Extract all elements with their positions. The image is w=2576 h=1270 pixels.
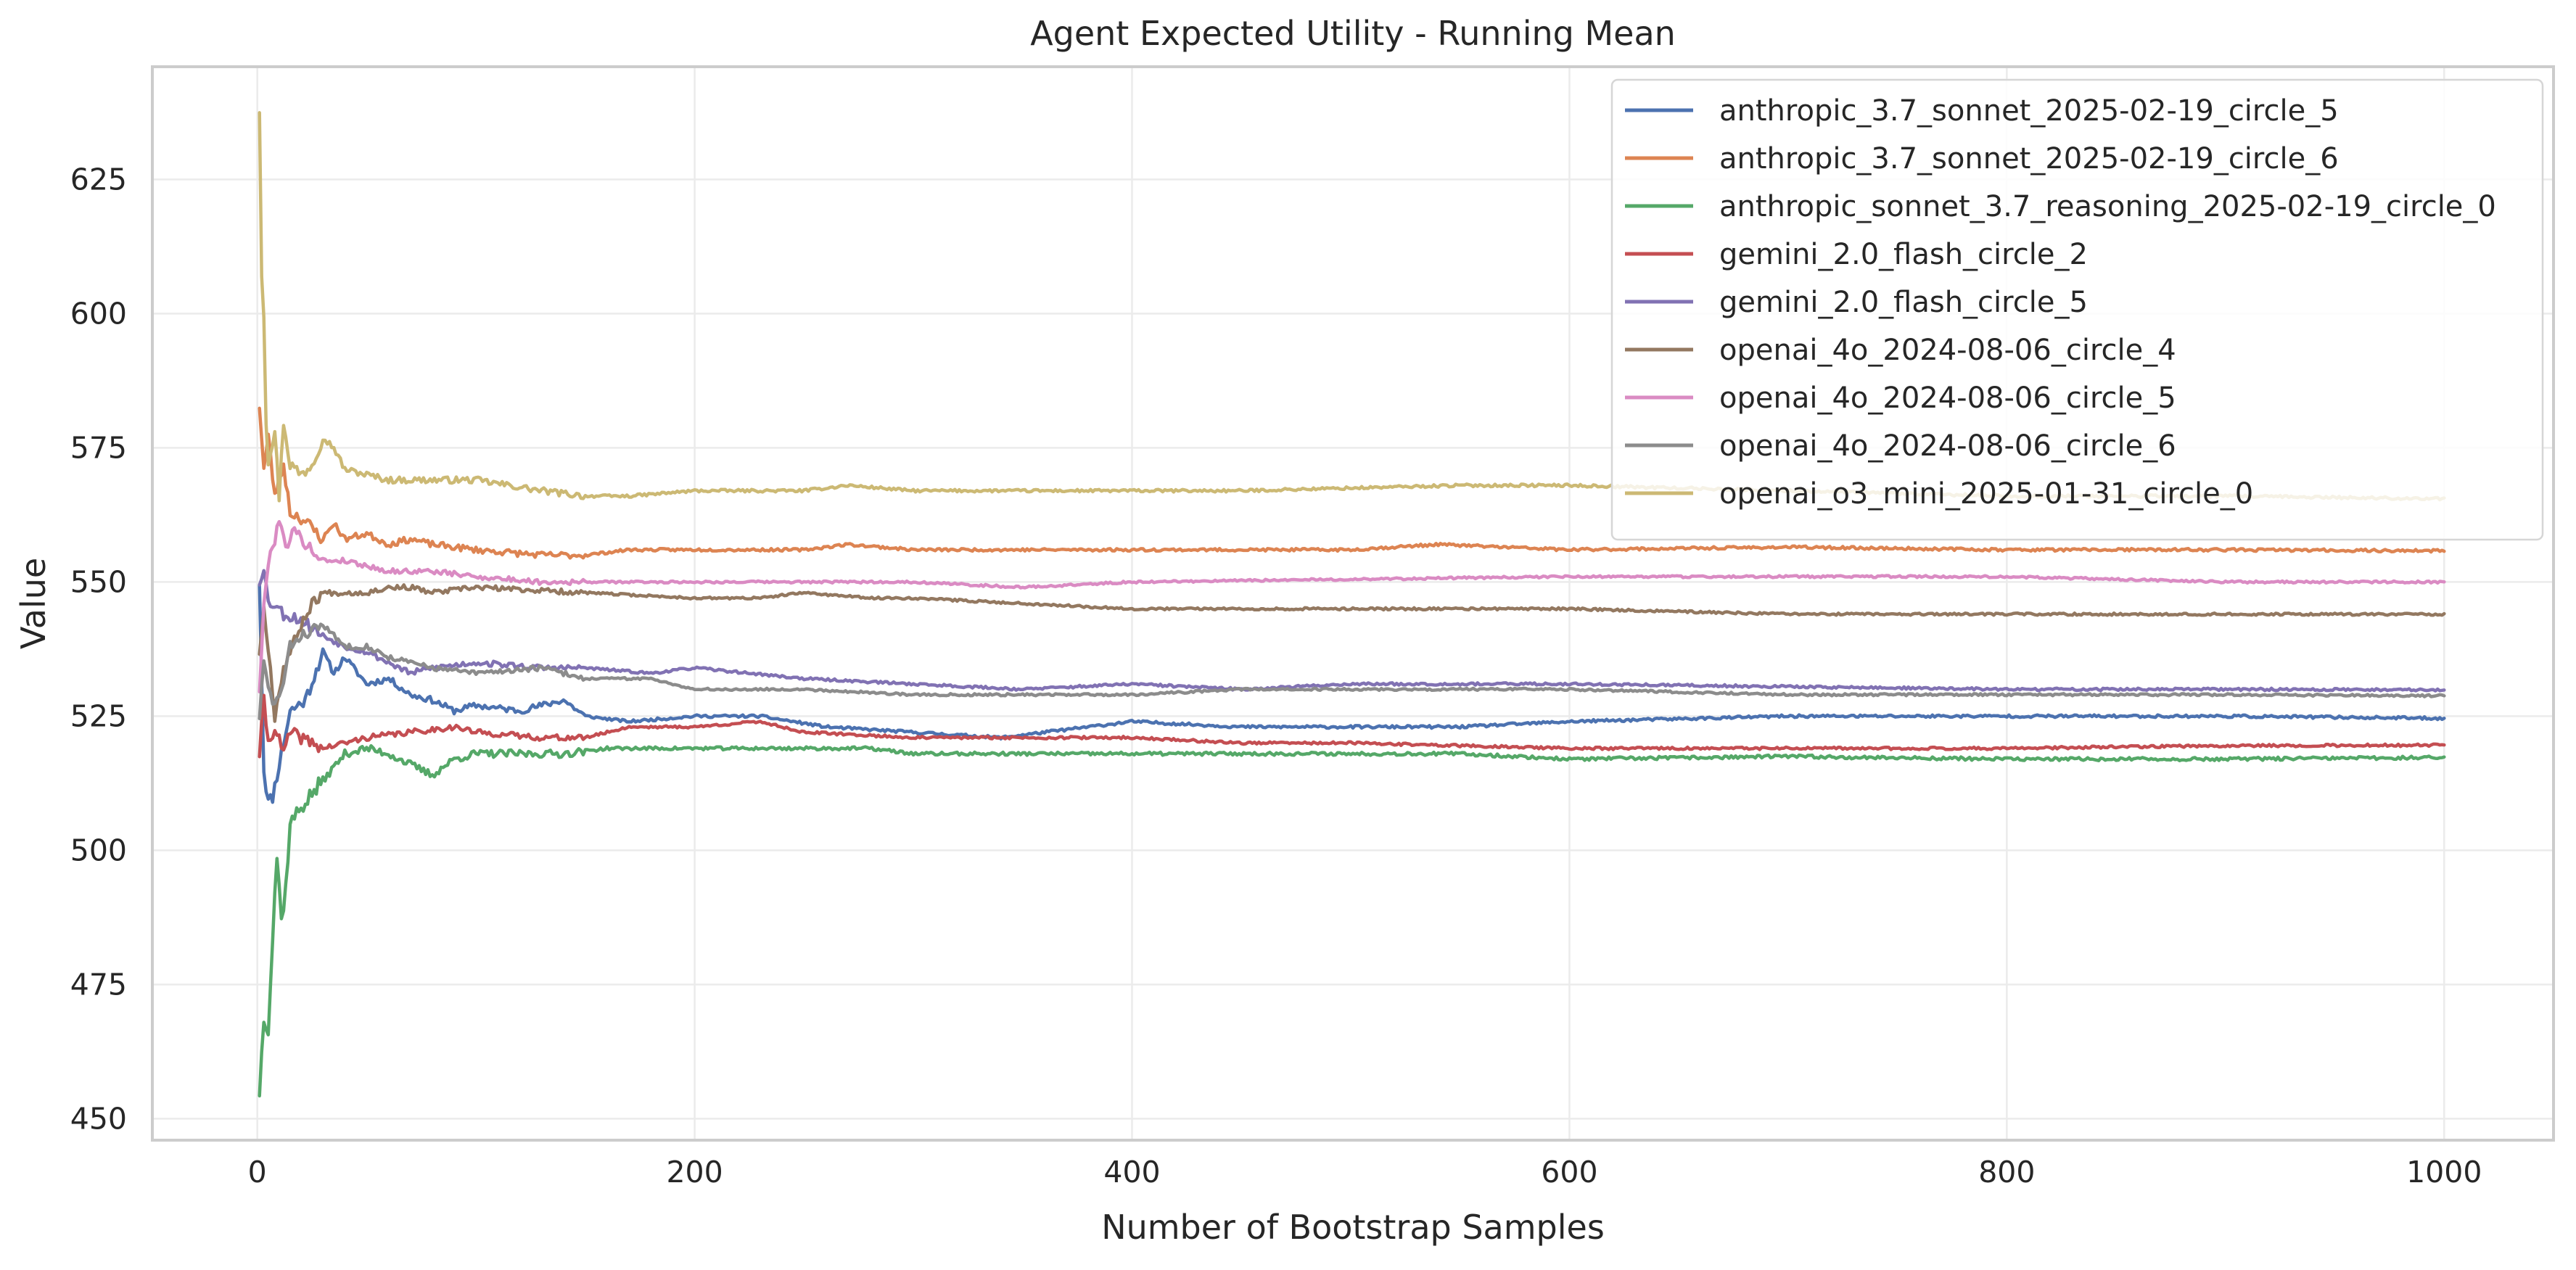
legend-label: gemini_2.0_flash_circle_5 xyxy=(1719,286,2088,319)
plot-frame xyxy=(151,65,2555,1142)
x-tick-label: 400 xyxy=(1103,1155,1160,1189)
x-tick-label: 200 xyxy=(666,1155,723,1189)
y-tick-label: 550 xyxy=(70,564,127,599)
legend-label: anthropic_3.7_sonnet_2025-02-19_circle_6 xyxy=(1719,142,2339,176)
x-axis-label: Number of Bootstrap Samples xyxy=(1101,1208,1605,1247)
legend-label: openai_4o_2024-08-06_circle_6 xyxy=(1719,429,2176,463)
series-line xyxy=(258,583,2446,804)
x-tick-label: 600 xyxy=(1541,1155,1597,1189)
legend-label: openai_4o_2024-08-06_circle_5 xyxy=(1719,382,2176,415)
legend-label: gemini_2.0_flash_circle_2 xyxy=(1719,238,2088,271)
y-tick-label: 475 xyxy=(70,967,127,1002)
y-tick-label: 500 xyxy=(70,833,127,867)
series-line xyxy=(258,583,2446,723)
y-tick-label: 600 xyxy=(70,296,127,331)
series-line xyxy=(258,693,2446,759)
series-line xyxy=(258,519,2446,694)
series-line xyxy=(258,406,2446,560)
legend-box xyxy=(1610,78,2544,541)
y-tick-label: 625 xyxy=(70,162,127,197)
x-tick-label: 800 xyxy=(1978,1155,2035,1189)
legend-label: anthropic_sonnet_3.7_reasoning_2025-02-1… xyxy=(1719,190,2496,223)
series-line xyxy=(258,743,2446,1098)
y-tick-label: 525 xyxy=(70,698,127,733)
legend-label: openai_4o_2024-08-06_circle_4 xyxy=(1719,334,2176,367)
series-line xyxy=(258,569,2446,693)
legend: anthropic_3.7_sonnet_2025-02-19_circle_5… xyxy=(1610,78,2544,541)
legend-label: openai_o3_mini_2025-01-31_circle_0 xyxy=(1719,477,2253,511)
legend-label: anthropic_3.7_sonnet_2025-02-19_circle_5 xyxy=(1719,94,2339,128)
tick-labels: 0 200 400 600 800 1000 450 475 500 525 550 575 600 62… xyxy=(70,162,2482,1189)
x-tick-label: 1000 xyxy=(2406,1155,2482,1189)
x-tick-label: 0 xyxy=(248,1155,267,1189)
y-axis-label: Value xyxy=(14,558,53,649)
series-line xyxy=(258,622,2446,721)
y-tick-label: 575 xyxy=(70,430,127,465)
chart-title: Agent Expected Utility - Running Mean xyxy=(1030,14,1676,53)
y-tick-label: 450 xyxy=(70,1101,127,1136)
